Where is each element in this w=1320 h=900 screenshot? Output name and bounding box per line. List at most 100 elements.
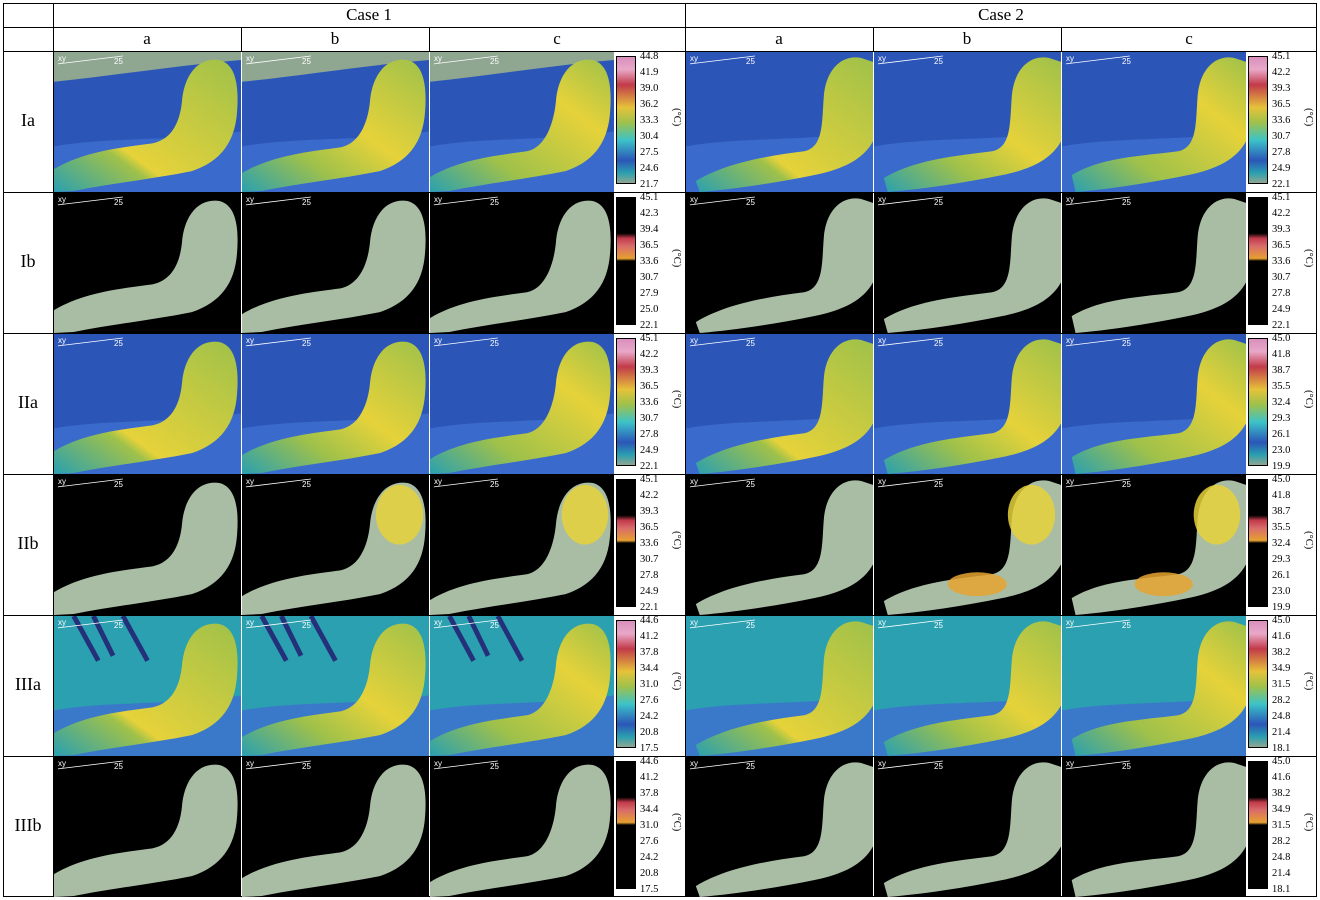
colorbar-tick-label: 24.2: [640, 711, 659, 722]
colorbar-gradient: [616, 620, 636, 748]
colorbar-tick-label: 22.1: [640, 461, 659, 472]
thermal-image-iiib-case1-a: xy 25: [54, 757, 241, 897]
axis-25-label: 25: [114, 762, 123, 771]
colorbar-tick-label: 34.9: [1272, 804, 1291, 815]
axis-25-label: 25: [114, 480, 123, 489]
thermal-image-iia-case2-b: xy 25: [874, 334, 1061, 474]
axis-25-label: 25: [746, 621, 755, 630]
colorbar-tick-label: 17.5: [640, 884, 659, 895]
colorbar-tick-label: 27.9: [640, 288, 659, 299]
colorbar-tick-label: 26.1: [1272, 570, 1291, 581]
axis-25-label: 25: [302, 198, 311, 207]
table-border: [53, 3, 54, 897]
thermal-image-iia-case1-c: xy 25: [430, 334, 614, 474]
table-border: [3, 333, 1317, 334]
thermal-image-ia-case1-b: xy 25: [242, 52, 429, 192]
colorbar-tick-label: 24.6: [640, 163, 659, 174]
axis-xy-label: xy: [690, 336, 698, 345]
temperature-colorbar: 45.1 42.2 39.3 36.5 33.6 30.7 27.8 24.9 22.1 (°C): [1248, 192, 1316, 332]
colorbar-tick-label: 22.1: [1272, 320, 1291, 331]
table-border: [3, 474, 1317, 475]
axis-xy-label: xy: [878, 195, 886, 204]
colorbar-tick-label: 39.4: [640, 224, 659, 235]
colorbar-tick-label: 24.8: [1272, 711, 1291, 722]
axis-xy-label: xy: [434, 54, 442, 63]
colorbar-tick-label: 21.7: [640, 179, 659, 190]
colorbar-gradient: [1248, 197, 1268, 325]
colorbar-tick-label: 24.9: [640, 586, 659, 597]
colorbar-tick-label: 30.7: [1272, 272, 1291, 283]
colorbar-unit: (°C): [1303, 390, 1314, 409]
colorbar-tick-label: 27.8: [640, 570, 659, 581]
colorbar-tick-label: 36.2: [640, 99, 659, 110]
colorbar-tick-label: 27.6: [640, 836, 659, 847]
thermal-image-ib-case1-c: xy 25: [430, 193, 614, 333]
case2-header: Case 2: [978, 5, 1024, 24]
colorbar-tick-label: 36.5: [640, 381, 659, 392]
colorbar-tick-label: 28.2: [1272, 836, 1291, 847]
colorbar-tick-label: 27.6: [640, 695, 659, 706]
colorbar-tick-label: 37.8: [640, 788, 659, 799]
colorbar-tick-label: 45.1: [1272, 51, 1291, 62]
colorbar-tick-label: 36.5: [640, 522, 659, 533]
colorbar-unit: (°C): [1303, 672, 1314, 691]
case2-col-a: a: [775, 29, 783, 48]
thermal-image-iiia-case2-b: xy 25: [874, 616, 1061, 756]
colorbar-tick-label: 45.1: [1272, 192, 1291, 203]
colorbar-tick-label: 45.0: [1272, 756, 1291, 767]
colorbar-tick-label: 17.5: [640, 743, 659, 754]
axis-25-label: 25: [302, 480, 311, 489]
table-border: [429, 27, 430, 51]
colorbar-tick-label: 25.0: [640, 304, 659, 315]
colorbar-tick-label: 44.8: [640, 51, 659, 62]
axis-xy-label: xy: [878, 477, 886, 486]
colorbar-gradient: [616, 56, 636, 184]
case1-col-a: a: [143, 29, 151, 48]
colorbar-tick-label: 21.4: [1272, 868, 1291, 879]
colorbar-tick-label: 27.8: [640, 429, 659, 440]
colorbar-unit: (°C): [671, 672, 682, 691]
colorbar-tick-label: 30.7: [1272, 131, 1291, 142]
colorbar-tick-label: 21.4: [1272, 727, 1291, 738]
axis-xy-label: xy: [58, 477, 66, 486]
thermal-image-iia-case2-c: xy 25: [1062, 334, 1246, 474]
colorbar-tick-label: 31.0: [640, 679, 659, 690]
axis-xy-label: xy: [58, 336, 66, 345]
axis-xy-label: xy: [878, 618, 886, 627]
thermal-image-iib-case1-b: xy 25: [242, 475, 429, 615]
temperature-colorbar: 44.6 41.2 37.8 34.4 31.0 27.6 24.2 20.8 17.5 (°C): [616, 615, 684, 755]
table-border: [241, 27, 242, 51]
colorbar-tick-label: 36.5: [640, 240, 659, 251]
axis-25-label: 25: [302, 762, 311, 771]
table-border: [3, 51, 1317, 52]
colorbar-tick-label: 32.4: [1272, 538, 1291, 549]
axis-xy-label: xy: [58, 54, 66, 63]
axis-25-label: 25: [114, 57, 123, 66]
axis-xy-label: xy: [58, 195, 66, 204]
colorbar-tick-label: 33.6: [1272, 256, 1291, 267]
colorbar-tick-label: 41.6: [1272, 631, 1291, 642]
axis-25-label: 25: [746, 480, 755, 489]
row-label: IIIb: [14, 815, 42, 835]
colorbar-tick-label: 45.0: [1272, 615, 1291, 626]
colorbar-tick-label: 34.4: [640, 804, 659, 815]
temperature-colorbar: 45.0 41.6 38.2 34.9 31.5 28.2 24.8 21.4 18.1 (°C): [1248, 756, 1316, 896]
axis-xy-label: xy: [1066, 759, 1074, 768]
colorbar-tick-label: 41.8: [1272, 490, 1291, 501]
thermal-image-iib-case2-b: xy 25: [874, 475, 1061, 615]
axis-25-label: 25: [934, 621, 943, 630]
axis-xy-label: xy: [434, 759, 442, 768]
axis-25-label: 25: [746, 198, 755, 207]
colorbar-tick-label: 29.3: [1272, 554, 1291, 565]
axis-xy-label: xy: [246, 477, 254, 486]
axis-25-label: 25: [302, 57, 311, 66]
axis-xy-label: xy: [1066, 618, 1074, 627]
thermal-image-ib-case1-b: xy 25: [242, 193, 429, 333]
axis-25-label: 25: [1122, 198, 1131, 207]
axis-25-label: 25: [490, 762, 499, 771]
thermal-image-iia-case2-a: xy 25: [686, 334, 873, 474]
colorbar-tick-label: 36.5: [1272, 240, 1291, 251]
colorbar-unit: (°C): [1303, 813, 1314, 832]
thermal-image-ib-case1-a: xy 25: [54, 193, 241, 333]
colorbar-tick-label: 33.3: [640, 115, 659, 126]
